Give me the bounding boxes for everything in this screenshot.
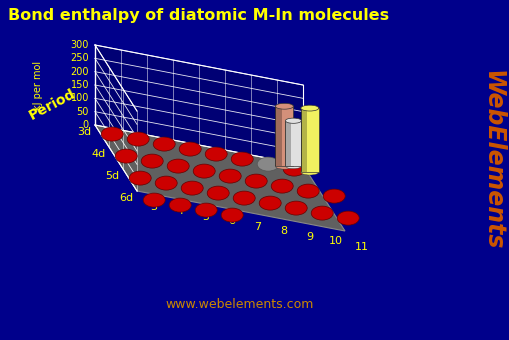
Ellipse shape — [275, 163, 293, 169]
Ellipse shape — [181, 181, 203, 195]
Ellipse shape — [259, 196, 280, 210]
Ellipse shape — [282, 162, 304, 176]
Ellipse shape — [195, 203, 217, 217]
Ellipse shape — [219, 169, 241, 183]
Ellipse shape — [310, 206, 332, 220]
Ellipse shape — [115, 149, 137, 163]
Ellipse shape — [285, 118, 301, 123]
Text: 3: 3 — [150, 202, 157, 211]
Text: kJ per mol: kJ per mol — [33, 61, 43, 109]
Text: 4d: 4d — [91, 149, 105, 158]
Ellipse shape — [297, 184, 319, 198]
Text: 11: 11 — [354, 241, 369, 252]
Ellipse shape — [193, 164, 215, 178]
Polygon shape — [275, 106, 281, 166]
Ellipse shape — [233, 191, 254, 205]
Polygon shape — [285, 121, 291, 166]
Polygon shape — [285, 121, 301, 166]
Polygon shape — [95, 125, 344, 231]
Ellipse shape — [285, 201, 306, 215]
Ellipse shape — [169, 198, 191, 212]
Text: 6d: 6d — [119, 192, 133, 203]
Ellipse shape — [285, 164, 301, 169]
Ellipse shape — [129, 171, 151, 185]
Ellipse shape — [300, 169, 318, 175]
Ellipse shape — [153, 137, 175, 151]
Text: 250: 250 — [70, 53, 89, 63]
Text: www.webelements.com: www.webelements.com — [165, 299, 314, 311]
Text: WebElements: WebElements — [479, 70, 503, 250]
Text: 100: 100 — [70, 94, 89, 103]
Text: 3d: 3d — [77, 126, 91, 137]
Ellipse shape — [207, 186, 229, 200]
Ellipse shape — [101, 127, 123, 141]
Ellipse shape — [155, 176, 177, 190]
Ellipse shape — [300, 105, 318, 111]
Text: 9: 9 — [306, 232, 313, 241]
Ellipse shape — [127, 132, 149, 146]
Text: 5: 5 — [202, 211, 209, 221]
Polygon shape — [95, 45, 302, 165]
Ellipse shape — [323, 189, 345, 203]
Polygon shape — [275, 106, 293, 166]
Ellipse shape — [141, 154, 163, 168]
Text: 6: 6 — [228, 217, 235, 226]
Ellipse shape — [231, 152, 252, 166]
Ellipse shape — [336, 211, 358, 225]
Ellipse shape — [245, 174, 267, 188]
Text: 5d: 5d — [105, 171, 119, 181]
Ellipse shape — [143, 193, 165, 207]
Text: 8: 8 — [280, 226, 287, 237]
Ellipse shape — [257, 157, 278, 171]
Ellipse shape — [167, 159, 189, 173]
Text: 0: 0 — [82, 120, 89, 130]
Ellipse shape — [271, 179, 293, 193]
Text: Bond enthalpy of diatomic M-In molecules: Bond enthalpy of diatomic M-In molecules — [8, 8, 388, 23]
Ellipse shape — [205, 147, 227, 161]
Polygon shape — [300, 108, 306, 172]
Text: 50: 50 — [76, 107, 89, 117]
Text: 4: 4 — [176, 206, 183, 217]
Polygon shape — [95, 45, 137, 191]
Ellipse shape — [275, 103, 293, 109]
Ellipse shape — [221, 208, 243, 222]
Text: 200: 200 — [70, 67, 89, 76]
Text: 10: 10 — [328, 237, 343, 246]
Text: 300: 300 — [70, 40, 89, 50]
Ellipse shape — [179, 142, 201, 156]
Text: Period: Period — [26, 87, 77, 123]
Text: 150: 150 — [70, 80, 89, 90]
Polygon shape — [300, 108, 318, 172]
Text: 7: 7 — [254, 221, 261, 232]
